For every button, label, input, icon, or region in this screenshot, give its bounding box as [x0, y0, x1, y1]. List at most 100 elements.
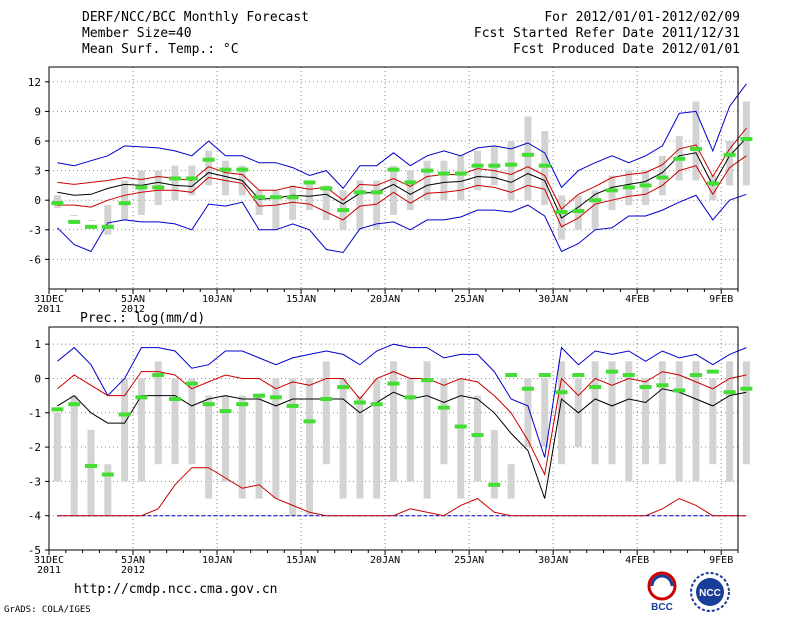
- prec-ensemble-box: [490, 429, 498, 499]
- temp-obs-marker: [370, 190, 383, 195]
- temp-obs-marker: [454, 171, 467, 176]
- temperature-panel-label: Mean Surf. Temp.: °C: [82, 42, 239, 57]
- temp-obs-marker: [135, 185, 148, 190]
- prec-obs-marker: [689, 373, 702, 378]
- temp-lower-line: [57, 155, 747, 228]
- prec-ensemble-box: [675, 361, 683, 482]
- prec-ensemble-box: [726, 361, 734, 482]
- prec-xtick-label: 31DEC: [34, 555, 64, 566]
- ncc-logo-text: NCC: [699, 588, 721, 599]
- prec-xtick-label: 10JAN: [202, 555, 232, 566]
- prec-ytick-label: 0: [34, 372, 41, 385]
- prec-obs-marker: [219, 409, 232, 414]
- prec-obs-marker: [488, 482, 501, 487]
- prec-ensemble-box: [339, 378, 347, 499]
- temp-ensemble-box: [305, 180, 313, 211]
- prec-ensemble-box: [53, 412, 61, 482]
- temp-obs-marker: [219, 167, 232, 172]
- prec-ensemble-box: [524, 378, 532, 448]
- temp-xtick-label: 25JAN: [454, 294, 484, 305]
- prec-obs-marker: [118, 412, 131, 417]
- temp-ensemble-box: [87, 219, 95, 221]
- prec-ensemble-box: [642, 378, 650, 465]
- temp-obs-marker: [605, 188, 618, 193]
- prec-xtick-label: 4FEB: [625, 555, 649, 566]
- temp-ensemble-box: [541, 131, 549, 206]
- header-right: For 2012/01/01-2012/02/09 Fcst Started Re…: [474, 10, 740, 58]
- temp-obs-marker: [505, 162, 518, 167]
- prec-ytick-label: 1: [34, 338, 41, 351]
- produced-date: Fcst Produced Date 2012/01/01: [513, 42, 740, 57]
- prec-ensemble-box: [121, 378, 129, 482]
- temp-xtick-label: 15JAN: [286, 294, 316, 305]
- temp-xtick-label: 20JAN: [370, 294, 400, 305]
- prec-ensemble-box: [289, 378, 297, 516]
- temp-obs-marker: [706, 181, 719, 186]
- temp-obs-marker: [471, 163, 484, 168]
- temp-ytick-label: 9: [34, 105, 41, 118]
- prec-obs-marker: [68, 402, 81, 407]
- prec-obs-marker: [605, 369, 618, 374]
- temp-xtick-label: 5JAN: [121, 294, 145, 305]
- temp-ensemble-box: [221, 160, 229, 196]
- prec-obs-marker: [152, 373, 165, 378]
- temp-ytick-label: 12: [28, 76, 41, 89]
- prec-xtick-sublabel: 2011: [37, 565, 61, 576]
- forecast-period: For 2012/01/01-2012/02/09: [544, 10, 740, 25]
- prec-obs-marker: [202, 402, 215, 407]
- prec-obs-marker: [185, 381, 198, 386]
- temp-xtick-label: 4FEB: [625, 294, 649, 305]
- prec-xtick-label: 25JAN: [454, 555, 484, 566]
- temp-ensemble-box: [709, 175, 717, 201]
- temp-ytick-label: 3: [34, 165, 41, 178]
- prec-ensemble-box: [608, 361, 616, 465]
- temp-obs-marker: [236, 167, 249, 172]
- prec-ensemble-box: [709, 378, 717, 465]
- temp-xtick-label: 9FEB: [709, 294, 733, 305]
- prec-ensemble-box: [541, 378, 549, 448]
- prec-obs-marker: [135, 395, 148, 400]
- prec-obs-marker: [337, 385, 350, 390]
- prec-xtick-label: 9FEB: [709, 555, 733, 566]
- temp-ensemble-box: [205, 150, 213, 186]
- prec-ensemble-box: [238, 395, 246, 499]
- bcc-logo-text: BCC: [651, 602, 673, 613]
- prec-ensemble-box: [457, 378, 465, 499]
- prec-ensemble-box: [104, 464, 112, 516]
- prec-obs-marker: [437, 405, 450, 410]
- prec-obs-marker: [471, 433, 484, 438]
- source-url[interactable]: http://cmdp.ncc.cma.gov.cn: [74, 582, 278, 597]
- temp-obs-marker: [320, 186, 333, 191]
- temp-ensemble-box: [726, 141, 734, 186]
- prec-ensemble-box: [625, 361, 633, 482]
- temp-ensemble-box: [440, 160, 448, 201]
- temp-obs-marker: [185, 176, 198, 181]
- temp-ensemble-box: [423, 160, 431, 201]
- prec-obs-marker: [353, 400, 366, 405]
- prec-upper-line: [57, 371, 747, 477]
- bcc-logo: BCC: [647, 571, 677, 613]
- prec-obs-marker: [454, 424, 467, 429]
- prec-ytick-label: -1: [28, 407, 41, 420]
- temp-obs-marker: [437, 171, 450, 176]
- prec-ensemble-box: [373, 378, 381, 499]
- prec-ensemble-box: [137, 378, 145, 482]
- temp-obs-marker: [387, 167, 400, 172]
- temp-obs-marker: [740, 137, 753, 142]
- temp-ensemble-box: [608, 175, 616, 211]
- prec-xtick-label: 15JAN: [286, 555, 316, 566]
- prec-ensemble-box: [87, 429, 95, 516]
- temp-obs-marker: [303, 180, 316, 185]
- temp-min-line: [57, 193, 747, 254]
- temp-obs-marker: [286, 195, 299, 200]
- start-refer-date: Fcst Started Refer Date 2011/12/31: [473, 26, 740, 41]
- prec-ensemble-box: [322, 361, 330, 465]
- temp-ensemble-box: [272, 190, 280, 230]
- temp-obs-marker: [404, 180, 417, 185]
- prec-ensemble-box: [474, 395, 482, 482]
- prec-obs-marker: [169, 397, 182, 402]
- temp-ensemble-box: [474, 150, 482, 191]
- prec-obs-marker: [253, 393, 266, 398]
- temp-obs-marker: [101, 224, 114, 229]
